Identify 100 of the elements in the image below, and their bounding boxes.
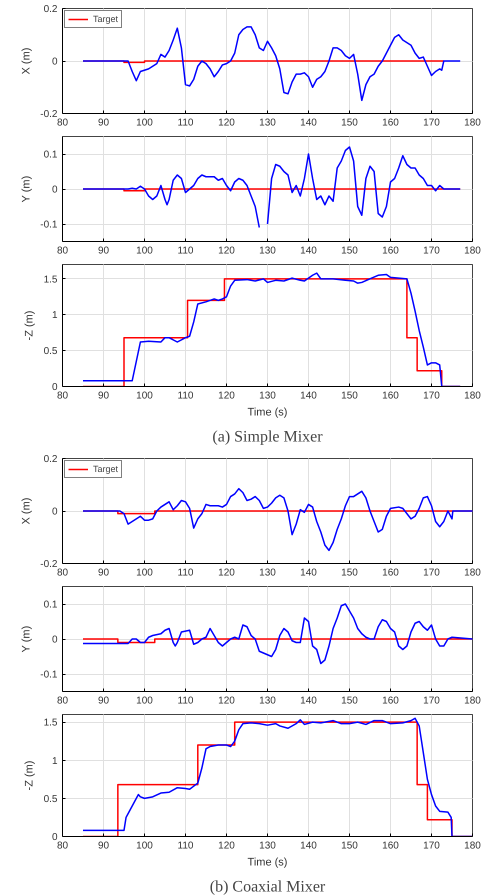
x-tick-label: 80 <box>56 390 68 402</box>
x-tick-label: 90 <box>98 568 110 578</box>
x-tick-label: 170 <box>423 840 440 852</box>
x-tick-label: 100 <box>136 246 154 256</box>
x-tick-label: 120 <box>218 568 236 578</box>
x-tick-label: 130 <box>259 840 276 852</box>
y-tick-label: 0.1 <box>44 600 58 610</box>
text: (b) Coaxial Mixer <box>210 878 326 896</box>
x-tick-label: 110 <box>178 246 194 256</box>
x-tick-label: 180 <box>464 390 482 402</box>
x-tick-label: 160 <box>382 118 400 128</box>
x-tick-label: 100 <box>136 840 154 852</box>
x-tick-label: 80 <box>56 696 68 706</box>
x-tick-label: 140 <box>300 246 318 256</box>
x-tick-label: 80 <box>56 246 68 256</box>
x-tick-label: 80 <box>56 840 68 852</box>
x-tick-label: 160 <box>382 246 400 256</box>
x-tick-label: 110 <box>178 568 194 578</box>
x-tick-label: 170 <box>423 568 440 578</box>
y-tick-label: 0.2 <box>44 4 58 15</box>
x-tick-label: 170 <box>423 390 440 402</box>
x-tick-label: 180 <box>464 696 482 706</box>
y-tick-label: -0.2 <box>40 109 58 120</box>
y-tick-label: 1.5 <box>44 274 58 286</box>
x-tick-label: 150 <box>341 118 358 128</box>
x-tick-label: 140 <box>300 568 318 578</box>
y-axis-title: Y (m) <box>20 626 32 652</box>
text: (a) Simple Mixer <box>212 428 324 446</box>
y-axis-title: -Z (m) <box>24 310 36 340</box>
x-tick-label: 180 <box>464 246 482 256</box>
x-tick-label: 90 <box>98 118 110 128</box>
x-tick-label: 180 <box>464 118 482 128</box>
x-tick-label: 170 <box>423 246 440 256</box>
x-axis-title: Time (s) <box>248 406 288 418</box>
x-tick-label: 170 <box>423 118 440 128</box>
x-tick-label: 120 <box>218 840 236 852</box>
y-tick-label: 1 <box>52 310 58 322</box>
x-tick-label: 100 <box>136 118 154 128</box>
x-tick-label: 150 <box>341 390 358 402</box>
x-tick-label: 120 <box>218 118 236 128</box>
y-tick-label: 0 <box>52 634 58 646</box>
x-tick-label: 90 <box>98 390 110 402</box>
y-tick-label: 0.5 <box>44 346 58 358</box>
y-tick-label: 0 <box>52 832 58 843</box>
y-tick-label: -0.1 <box>40 670 58 680</box>
x-axis-title: Time (s) <box>248 856 288 868</box>
x-tick-label: 140 <box>300 696 318 706</box>
y-tick-label: 0 <box>52 184 58 196</box>
y-axis-title: X (m) <box>20 48 32 74</box>
x-tick-label: 160 <box>382 696 400 706</box>
x-tick-label: 180 <box>464 840 482 852</box>
y-tick-label: 1.5 <box>44 718 58 729</box>
x-tick-label: 80 <box>56 118 68 128</box>
line-series <box>82 26 461 102</box>
y-tick-label: 0 <box>52 56 58 68</box>
x-tick-label: 90 <box>98 696 110 706</box>
y-tick-label: -0.2 <box>40 559 58 570</box>
x-tick-label: 100 <box>136 568 154 578</box>
x-tick-label: 160 <box>382 568 400 578</box>
x-tick-label: 150 <box>341 840 358 852</box>
x-tick-label: 170 <box>423 696 440 706</box>
y-axis-title: X (m) <box>20 498 32 524</box>
x-tick-label: 110 <box>178 696 194 706</box>
x-tick-label: 160 <box>382 840 400 852</box>
line-series <box>82 488 472 552</box>
y-tick-label: 0 <box>52 506 58 518</box>
x-tick-label: 80 <box>56 568 68 578</box>
x-tick-label: 140 <box>300 390 318 402</box>
y-tick-label: 0.1 <box>44 150 58 160</box>
y-tick-label: 0.5 <box>44 794 58 805</box>
x-tick-label: 150 <box>341 568 358 578</box>
x-tick-label: 90 <box>98 840 110 852</box>
x-tick-label: 140 <box>300 840 318 852</box>
x-tick-label: 140 <box>300 118 318 128</box>
x-tick-label: 120 <box>218 390 236 402</box>
x-tick-label: 100 <box>136 696 154 706</box>
legend-label: Target <box>93 14 118 24</box>
x-tick-label: 160 <box>382 390 400 402</box>
x-tick-label: 110 <box>178 118 194 128</box>
legend-label: Target <box>93 464 118 474</box>
y-tick-label: -0.1 <box>40 220 58 230</box>
x-tick-label: 150 <box>341 246 358 256</box>
y-axis-title: Y (m) <box>20 176 32 202</box>
y-tick-label: 0 <box>52 382 58 393</box>
x-tick-label: 130 <box>259 696 276 706</box>
x-tick-label: 130 <box>259 118 276 128</box>
x-tick-label: 110 <box>178 840 194 852</box>
x-tick-label: 90 <box>98 246 110 256</box>
x-tick-label: 130 <box>259 568 276 578</box>
y-tick-label: 0.2 <box>44 454 58 465</box>
x-tick-label: 150 <box>341 696 358 706</box>
y-tick-label: 1 <box>52 756 58 767</box>
x-tick-label: 120 <box>218 696 236 706</box>
x-tick-label: 110 <box>178 390 194 402</box>
x-tick-label: 180 <box>464 568 482 578</box>
x-tick-label: 100 <box>136 390 154 402</box>
x-tick-label: 120 <box>218 246 236 256</box>
x-tick-label: 130 <box>259 246 276 256</box>
y-axis-title: -Z (m) <box>24 760 36 790</box>
line-series <box>82 603 472 664</box>
